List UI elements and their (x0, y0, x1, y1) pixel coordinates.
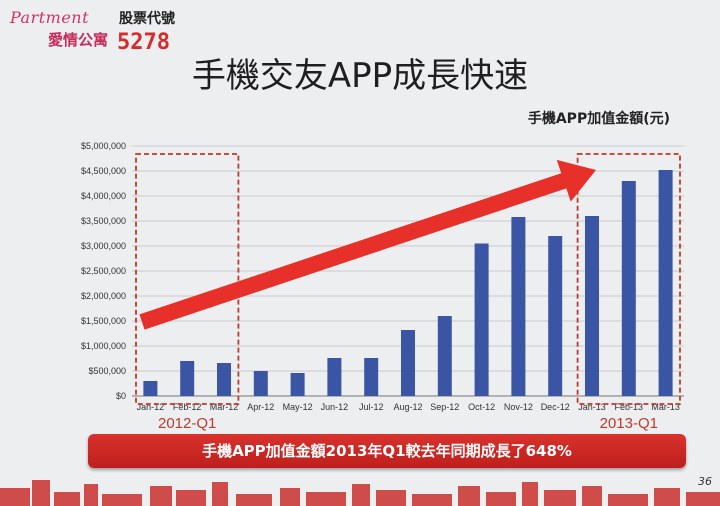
y-tick-label: $4,500,000 (81, 166, 126, 176)
x-tick-label: Apr-12 (247, 402, 274, 412)
x-tick-label: Feb-12 (173, 402, 202, 412)
quarter-highlight-label: 2012-Q1 (158, 415, 216, 432)
x-tick-label: Mar-13 (651, 402, 680, 412)
slide-title: 手機交友APP成長快速 (191, 56, 529, 96)
bar (327, 358, 342, 396)
x-tick-label: Mar-12 (210, 402, 239, 412)
quarter-highlight-box (135, 153, 240, 405)
bar (253, 371, 268, 396)
bar (143, 381, 158, 396)
x-tick-label: Dec-12 (541, 402, 570, 412)
growth-arrow (139, 159, 596, 330)
x-tick-label: Sep-12 (430, 402, 459, 412)
y-tick-label: $5,000,000 (81, 141, 126, 151)
bar (180, 361, 195, 396)
y-tick-label: $500,000 (88, 366, 126, 376)
logo-subtitle: 愛情公寓 (48, 31, 109, 49)
stock-label: 股票代號 (119, 11, 175, 27)
bar (474, 243, 489, 396)
x-tick-label: Jun-12 (321, 402, 349, 412)
y-tick-label: $3,500,000 (81, 216, 126, 226)
bar (658, 170, 673, 396)
chart-title: 手機APP加值金額(元) (527, 111, 670, 127)
stock-code: 5278 (117, 30, 170, 55)
x-tick-label: Aug-12 (393, 402, 422, 412)
y-tick-label: $2,000,000 (81, 291, 126, 301)
y-tick-label: $0 (116, 391, 126, 401)
x-tick-label: Jan-13 (578, 402, 606, 412)
bar (548, 236, 563, 396)
y-tick-label: $3,000,000 (81, 241, 126, 251)
x-tick-label: Jul-12 (359, 402, 384, 412)
y-tick-label: $2,500,000 (81, 266, 126, 276)
y-tick-label: $1,500,000 (81, 316, 126, 326)
y-tick-label: $4,000,000 (81, 191, 126, 201)
bar (290, 373, 305, 396)
bar (585, 216, 599, 396)
x-tick-label: Jan-12 (137, 402, 165, 412)
bar (511, 217, 526, 396)
y-tick-label: $1,000,000 (81, 341, 126, 351)
bar (364, 358, 379, 396)
quarter-highlight-label: 2013-Q1 (600, 415, 658, 432)
company-logo: Partment 愛情公寓 股票代號 5278 (4, 2, 184, 55)
bar (217, 363, 231, 396)
bar (621, 181, 636, 396)
x-tick-label: Oct-12 (468, 402, 495, 412)
growth-arrow-shape (139, 159, 596, 330)
x-tick-label: Feb-13 (615, 402, 644, 412)
summary-banner: 手機APP加值金額2013年Q1較去年同期成長了648% (88, 434, 686, 468)
x-tick-label: Nov-12 (504, 402, 533, 412)
page-number: 36 (698, 475, 712, 488)
bar (437, 316, 452, 396)
quarter-highlight-box (576, 153, 681, 405)
bar (401, 330, 415, 396)
x-tick-label: May-12 (283, 402, 313, 412)
logo-brand-text: Partment (10, 8, 90, 27)
city-skyline-decoration (0, 480, 720, 506)
